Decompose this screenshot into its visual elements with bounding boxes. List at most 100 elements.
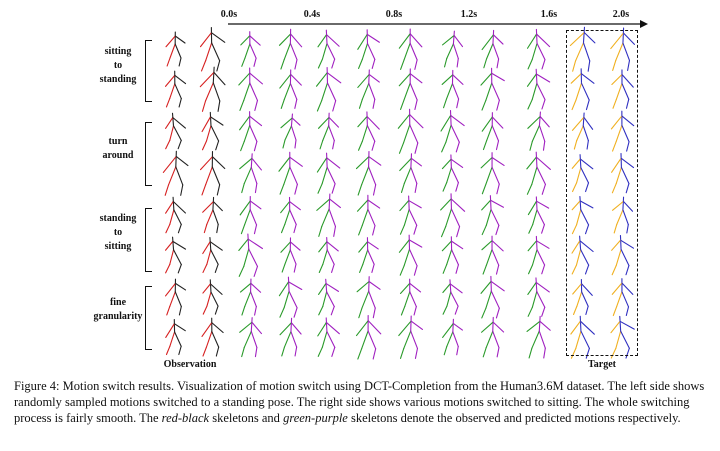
skeleton-bone — [280, 98, 285, 109]
skeleton-bone — [178, 305, 182, 316]
skeleton-bone — [289, 42, 298, 61]
skeleton-pose — [239, 195, 262, 235]
skeleton-pose — [202, 237, 223, 273]
skeleton-bone — [169, 209, 175, 225]
skeleton-bone — [398, 33, 411, 49]
time-tick: 2.0s — [612, 9, 630, 20]
skeleton-pose — [317, 29, 340, 69]
skeleton-bone — [240, 140, 245, 152]
skeleton-bone — [481, 183, 487, 195]
skeleton-bone — [241, 306, 246, 316]
skeleton-bone — [408, 248, 418, 267]
skeleton-bone — [212, 196, 215, 211]
skeleton-bone — [367, 199, 381, 209]
skeleton-pose — [201, 111, 224, 151]
skeleton-pose — [526, 28, 551, 70]
skeleton-bone — [612, 306, 618, 317]
skeleton-bone — [625, 182, 630, 194]
skeleton-bone — [579, 154, 582, 169]
skeleton-pose — [278, 276, 303, 318]
skeleton-bone — [575, 82, 583, 101]
skeleton-bone — [280, 241, 291, 253]
skeleton-bone — [527, 240, 538, 252]
skeleton-bone — [167, 166, 177, 186]
skeleton-bone — [572, 60, 577, 72]
skeleton-bone — [410, 153, 413, 169]
skeleton-bone — [531, 124, 540, 142]
skeleton-bone — [162, 155, 177, 173]
skeleton-bone — [455, 141, 460, 153]
skeleton-bone — [249, 200, 262, 210]
skeleton-bone — [209, 237, 212, 251]
skeleton-bone — [202, 241, 211, 255]
skeleton-bone — [322, 249, 328, 265]
skeleton-bone — [165, 200, 174, 214]
skeleton-bone — [542, 140, 546, 151]
skeleton-bone — [361, 166, 370, 186]
skeleton-bone — [535, 196, 538, 211]
skeleton-bone — [570, 73, 582, 84]
skeleton-bone — [281, 346, 286, 357]
skeleton-bone — [531, 82, 538, 101]
skeleton-bone — [316, 100, 323, 112]
skeleton-bone — [400, 306, 406, 316]
skeleton-bone — [279, 183, 285, 195]
skeleton-bone — [243, 209, 251, 226]
skeleton-bone — [538, 330, 546, 349]
skeleton-bone — [526, 73, 537, 87]
skeleton-bone — [576, 291, 583, 307]
skeleton-bone — [172, 125, 182, 141]
skeleton-bone — [446, 43, 454, 60]
skeleton-bone — [452, 30, 455, 45]
skeleton-pose — [398, 234, 423, 276]
skeleton-bone — [456, 226, 461, 238]
skeleton-bone — [372, 348, 377, 360]
skeleton-bone — [531, 290, 538, 308]
skeleton-bone — [442, 34, 455, 46]
skeleton-bone — [582, 125, 589, 142]
skeleton-bone — [399, 265, 405, 276]
skeleton-bone — [535, 277, 538, 293]
skeleton-bone — [326, 43, 336, 60]
skeleton-bone — [616, 209, 624, 226]
skeleton-bone — [359, 263, 364, 273]
skeleton-bone — [316, 198, 331, 211]
skeleton-bone — [627, 59, 631, 71]
skeleton-bone — [613, 223, 618, 234]
skeleton-pose — [526, 315, 551, 359]
skeleton-bone — [361, 82, 370, 100]
skeleton-bone — [172, 236, 175, 251]
skeleton-bone — [368, 156, 382, 166]
skeleton-bone — [580, 283, 593, 296]
skeleton-bone — [249, 82, 259, 101]
skeleton-bone — [165, 323, 175, 339]
skeleton-bone — [611, 264, 617, 276]
skeleton-bone — [278, 281, 290, 297]
skeleton-bone — [580, 73, 595, 84]
row-label-line: standing — [99, 74, 137, 85]
skeleton-bone — [368, 82, 376, 100]
skeleton-bone — [450, 114, 465, 127]
skeleton-bone — [294, 59, 298, 70]
skeleton-bone — [325, 317, 328, 333]
skeleton-bone — [492, 29, 495, 45]
skeleton-bone — [409, 124, 419, 144]
skeleton-bone — [355, 156, 370, 170]
skeleton-bone — [367, 320, 382, 335]
skeleton-pose — [480, 275, 505, 319]
skeleton-bone — [210, 249, 219, 265]
skeleton-bone — [442, 264, 448, 274]
skeleton-bone — [527, 59, 533, 70]
skeleton-pose — [440, 109, 465, 153]
skeleton-bone — [358, 307, 363, 319]
skeleton-bone — [528, 224, 534, 234]
skeleton-bone — [480, 156, 493, 169]
skeleton-bone — [325, 321, 340, 335]
skeleton-bone — [217, 100, 221, 112]
skeleton-bone — [399, 282, 411, 294]
skeleton-bone — [172, 116, 186, 129]
skeleton-bone — [326, 157, 341, 169]
skeleton-bone — [581, 291, 589, 307]
skeleton-bone — [442, 98, 448, 109]
